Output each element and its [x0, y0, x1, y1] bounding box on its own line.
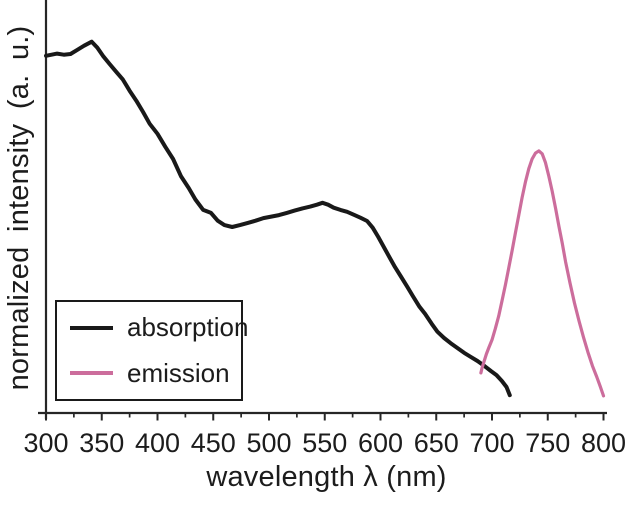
x-tick-label: 650	[414, 428, 459, 458]
absorption-line-sample	[70, 325, 113, 330]
legend-item-emission: emission	[57, 358, 241, 389]
x-tick-label: 550	[302, 428, 347, 458]
x-tick-label: 400	[135, 428, 180, 458]
x-tick-label: 500	[246, 428, 291, 458]
emission-curve	[479, 149, 606, 398]
x-tick-label: 350	[79, 428, 124, 458]
absorption-curve	[44, 39, 512, 398]
legend-item-absorption: absorption	[57, 312, 248, 343]
x-tick-label: 450	[191, 428, 236, 458]
x-tick-label: 300	[23, 428, 68, 458]
emission-line-sample	[70, 371, 113, 376]
x-tick-label: 800	[581, 428, 626, 458]
legend-label-absorption: absorption	[127, 312, 249, 343]
y-axis-label: normalized intensity (a. u.)	[3, 25, 35, 391]
legend-label-emission: emission	[127, 357, 230, 388]
x-tick-label: 600	[358, 428, 403, 458]
x-tick-label: 700	[469, 428, 514, 458]
legend: absorption emission	[55, 300, 248, 401]
x-axis-label: wavelength λ (nm)	[206, 461, 447, 493]
x-tick-label: 750	[525, 428, 570, 458]
